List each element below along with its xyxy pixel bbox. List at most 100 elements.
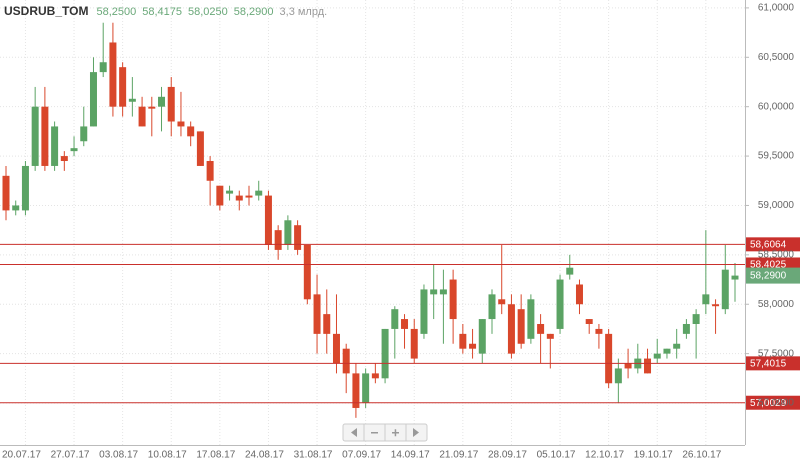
y-tick-label: 59,0000	[758, 200, 795, 211]
candle-body	[284, 220, 292, 245]
y-tick-label: 58,0000	[758, 299, 795, 310]
navigator	[342, 423, 428, 442]
candle-body	[294, 225, 302, 250]
nav-zoom-in[interactable]	[392, 429, 399, 437]
candle-body	[391, 309, 399, 329]
candle-body	[119, 67, 127, 107]
candle-body	[507, 304, 515, 354]
candle-body	[352, 373, 360, 408]
candle-body	[566, 267, 574, 275]
candle-body	[109, 42, 117, 107]
x-tick-label: 20.07.17	[2, 450, 41, 461]
candle-body	[31, 106, 39, 166]
candle-body	[585, 319, 593, 324]
x-tick-label: 26.10.17	[682, 450, 721, 461]
last-price-label: 58,2900	[750, 271, 787, 282]
candle-body	[527, 299, 535, 339]
candle-body	[673, 343, 681, 349]
ohlc-value: 58,2500	[96, 6, 136, 18]
level-tag	[746, 356, 800, 371]
candle-body	[332, 333, 340, 364]
candle-body	[245, 195, 253, 198]
level-tag	[746, 237, 800, 252]
x-tick-label: 24.08.17	[245, 450, 284, 461]
nav-right[interactable]	[413, 428, 419, 437]
candle-body	[12, 205, 20, 211]
candle-body	[663, 348, 671, 354]
candle-body	[488, 294, 496, 320]
candle-body	[99, 62, 107, 73]
candle-body	[41, 106, 49, 166]
y-tick-label: 60,5000	[758, 52, 795, 63]
candle-body	[682, 323, 690, 334]
level-label: 58,6064	[750, 239, 787, 250]
y-tick-label: 59,5000	[758, 151, 795, 162]
candle-body	[605, 333, 613, 384]
candle-body	[721, 269, 729, 310]
candle-body	[235, 195, 243, 201]
candle-body	[128, 98, 136, 102]
chart-title: USDRUB_TOM	[4, 4, 88, 18]
ohlc-value: 58,4175	[142, 6, 182, 18]
ohlc-value: 58,2900	[234, 6, 274, 18]
candle-body	[21, 165, 29, 211]
candle-body	[546, 333, 554, 339]
candle-body	[614, 368, 622, 384]
y-tick-label: 61,0000	[758, 3, 795, 14]
candle-body	[177, 121, 185, 127]
ohlc-value: 58,0250	[188, 6, 228, 18]
candle-body	[410, 328, 418, 359]
candle-body	[226, 190, 234, 194]
level-label: 57,0029	[750, 398, 787, 409]
candle-body	[158, 96, 166, 107]
candle-body	[537, 323, 545, 334]
x-tick-label: 27.07.17	[51, 450, 90, 461]
candle-body	[498, 299, 506, 305]
candle-body	[80, 126, 88, 142]
candle-body	[60, 156, 68, 162]
x-tick-label: 19.10.17	[634, 450, 673, 461]
level-tag	[746, 395, 800, 410]
candle-body	[303, 244, 311, 300]
candle-body	[51, 126, 59, 166]
candle-body	[313, 294, 321, 334]
candle-body	[449, 279, 457, 320]
candle-body	[187, 126, 195, 137]
candle-body	[430, 289, 438, 295]
nav-left[interactable]	[351, 428, 357, 437]
candle-body	[206, 161, 214, 181]
y-tick-label: 57,5000	[758, 348, 795, 359]
candle-body	[556, 279, 564, 329]
header: USDRUB_TOM	[4, 4, 88, 18]
candle-body	[420, 289, 428, 334]
candle-body	[362, 373, 370, 404]
candle-body	[731, 275, 739, 280]
x-tick-label: 14.09.17	[391, 450, 430, 461]
level-label: 57,4015	[750, 358, 787, 369]
candle-body	[439, 289, 447, 295]
candle-body	[401, 319, 409, 329]
candle-body	[70, 148, 78, 152]
candle-body	[371, 373, 379, 379]
candle-body	[216, 185, 224, 206]
x-tick-label: 05.10.17	[537, 450, 576, 461]
candle-body	[138, 106, 146, 127]
x-tick-label: 31.08.17	[294, 450, 333, 461]
x-tick-label: 03.08.17	[99, 450, 138, 461]
candle-body	[702, 294, 710, 305]
candle-body	[712, 304, 720, 307]
candle-body	[342, 348, 350, 374]
candle-body	[624, 363, 632, 369]
candle-body	[323, 314, 331, 334]
candle-body	[595, 328, 603, 334]
candle-body	[575, 284, 583, 305]
x-tick-label: 17.08.17	[196, 450, 235, 461]
nav-zoom-out[interactable]	[371, 432, 378, 434]
x-tick-label: 12.10.17	[585, 450, 624, 461]
candle-body	[89, 72, 97, 127]
candle-body	[478, 319, 486, 354]
candle-body	[381, 328, 389, 379]
level-label: 58,4025	[750, 260, 787, 271]
